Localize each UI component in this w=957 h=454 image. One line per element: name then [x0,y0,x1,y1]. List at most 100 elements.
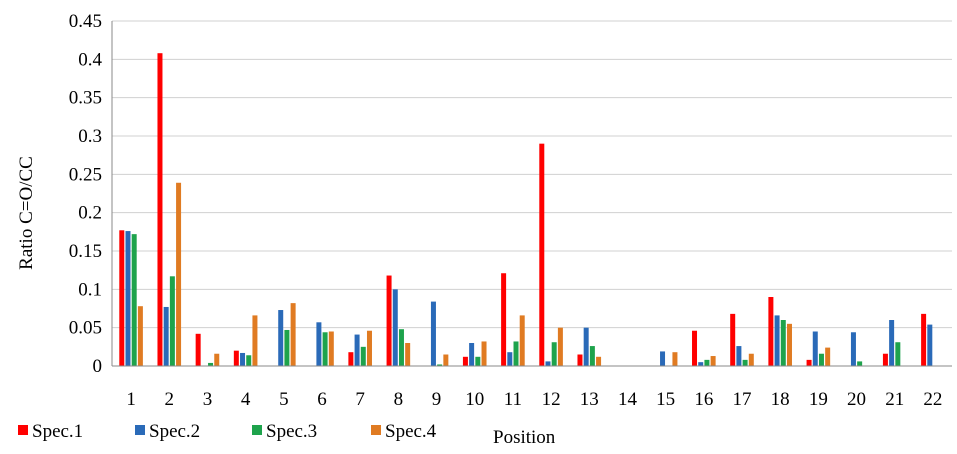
bar-spec-2-pos-20 [850,332,856,366]
bar-spec-2-pos-17 [736,346,742,366]
x-tick-label: 16 [694,389,713,410]
x-tick-label: 7 [355,389,365,410]
bar-spec-4-pos-10 [481,341,487,366]
bar-spec-4-pos-18 [786,323,792,366]
bar-spec-3-pos-3 [208,362,214,366]
legend-label: Spec.3 [266,421,317,442]
bar-spec-3-pos-11 [513,341,519,366]
bar-spec-2-pos-22 [927,324,933,366]
y-axis-title: Ratio C=O/CC [16,156,37,270]
bar-spec-1-pos-10 [462,356,468,366]
bar-spec-4-pos-12 [557,327,563,366]
y-tick-label: 0 [93,356,103,377]
bar-spec-4-pos-6 [328,331,334,366]
y-tick-label: 0.4 [78,49,102,70]
y-tick-labels: 0 0.05 0.1 0.15 0.2 0.25 0.3 0.35 0.4 0.45 [69,11,103,377]
bar-spec-3-pos-12 [551,342,557,366]
legend-label: Spec.1 [32,421,83,442]
bar-spec-2-pos-15 [660,351,666,366]
bar-spec-4-pos-19 [825,347,831,366]
x-tick-label: 14 [618,389,638,410]
bar-spec-3-pos-5 [284,329,290,366]
x-tick-label: 22 [923,389,942,410]
x-tick-label: 9 [432,389,442,410]
legend-item: Spec.3 [252,421,317,442]
bar-spec-1-pos-16 [692,330,698,366]
bar-spec-4-pos-11 [519,315,525,366]
bar-spec-3-pos-1 [131,234,137,366]
bar-spec-2-pos-19 [812,331,818,366]
bar-spec-1-pos-18 [768,297,774,366]
bar-spec-4-pos-13 [596,356,602,366]
bar-spec-1-pos-19 [806,359,812,366]
bar-spec-2-pos-7 [354,334,360,366]
y-tick-label: 0.05 [69,318,102,339]
bar-spec-1-pos-13 [577,354,583,366]
bar-spec-4-pos-17 [748,353,754,366]
bar-spec-4-pos-8 [405,343,411,366]
bar-spec-2-pos-12 [545,361,551,366]
bar-spec-1-pos-8 [386,275,392,366]
x-tick-label: 4 [241,389,251,410]
bar-spec-2-pos-8 [392,289,398,366]
legend-item: Spec.2 [135,421,200,442]
bar-spec-1-pos-2 [157,53,163,366]
x-tick-label: 5 [279,389,289,410]
bar-spec-2-pos-21 [889,320,895,366]
bar-spec-3-pos-19 [818,353,824,366]
bar-spec-3-pos-13 [589,346,595,366]
y-tick-label: 0.1 [78,279,102,300]
legend-swatch [252,425,262,435]
bar-spec-4-pos-7 [366,330,372,366]
bar-spec-4-pos-15 [672,352,678,366]
x-tick-label: 12 [542,389,561,410]
bar-spec-3-pos-21 [895,342,901,366]
bar-spec-3-pos-2 [169,276,175,366]
bar-spec-2-pos-1 [125,231,131,366]
legend-swatch [371,425,381,435]
bar-spec-1-pos-3 [195,333,201,366]
y-tick-label: 0.15 [69,241,102,262]
bar-spec-2-pos-5 [278,310,284,366]
legend-label: Spec.2 [149,421,200,442]
bar-spec-1-pos-12 [539,143,545,366]
bar-spec-2-pos-16 [698,362,704,366]
bar-spec-3-pos-18 [780,320,786,366]
x-tick-label: 6 [317,389,327,410]
bar-spec-2-pos-13 [583,327,589,366]
bar-spec-3-pos-10 [475,356,481,366]
x-tick-label: 17 [733,389,752,410]
x-axis-title: Position [493,427,556,448]
bar-spec-3-pos-6 [322,332,328,366]
bar-spec-4-pos-4 [252,315,258,366]
x-tick-label: 8 [394,389,404,410]
bar-spec-2-pos-10 [469,343,475,366]
bar-spec-1-pos-21 [882,353,888,366]
x-tick-label: 20 [847,389,866,410]
bar-spec-1-pos-4 [233,350,239,366]
x-tick-label: 10 [465,389,484,410]
bar-spec-4-pos-1 [137,306,143,366]
x-tick-label: 3 [203,389,213,410]
x-tick-label: 1 [126,389,136,410]
bar-spec-3-pos-9 [437,364,443,366]
x-tick-labels: 1 2 3 4 5 6 7 8 9 10 11 12 13 14 15 16 17 18 19 20 21 22 [126,389,942,410]
axes [111,21,952,367]
legend-item: Spec.1 [18,421,83,442]
bar-spec-1-pos-22 [921,313,927,366]
y-tick-label: 0.3 [78,126,102,147]
bar-spec-4-pos-9 [443,354,449,366]
bars [119,53,933,366]
bar-spec-4-pos-3 [214,353,220,366]
y-tick-label: 0.45 [69,11,102,32]
legend-item: Spec.4 [371,421,437,442]
x-tick-label: 19 [809,389,828,410]
gridlines [112,20,952,329]
legend-swatch [135,425,145,435]
bar-spec-4-pos-16 [710,356,716,366]
bar-spec-2-pos-9 [430,301,436,366]
bar-spec-2-pos-6 [316,322,322,366]
y-tick-label: 0.25 [69,164,102,185]
